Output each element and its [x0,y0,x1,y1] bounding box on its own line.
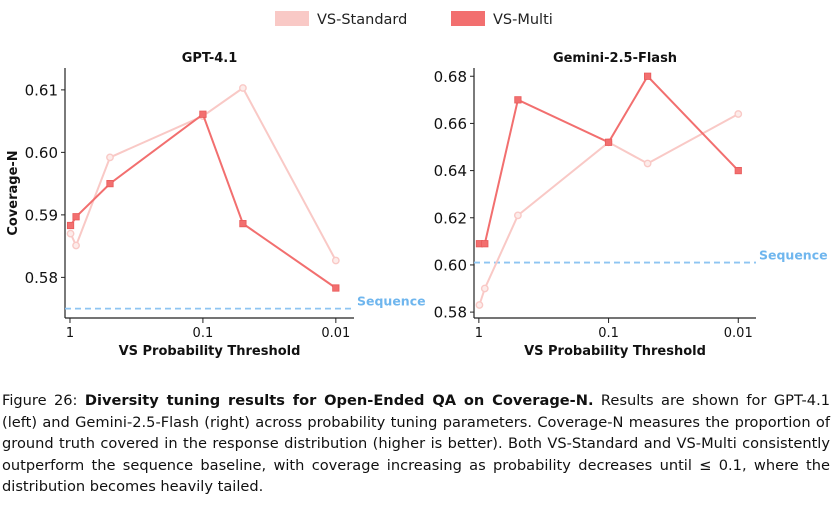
data-point-vs-multi [66,221,75,230]
data-point-vs-multi [734,166,742,175]
y-tick-label: 0.60 [25,144,58,162]
chart-gemini-2-5-flash: Gemini-2.5-Flash 0.58 0.60 0.62 0.64 0.66 0.68… [434,51,828,359]
figure: VS-Standard VS-Multi GPT-4.1 0.58 0.59 0.60… [6,11,828,359]
chart-title: Gemini-2.5-Flash [553,51,677,66]
data-point-vs-multi [199,110,207,118]
caption-threshold: ≤ 0.1 [699,456,742,474]
data-point-vs-standard [331,256,340,265]
y-tick-label: 0.58 [434,304,467,322]
data-point-vs-multi [72,213,80,221]
x-axis-label: VS Probability Threshold [524,344,706,359]
x-tick-label: 0.1 [598,326,619,341]
legend-label-vs-multi: VS-Multi [493,12,553,28]
y-tick-label: 0.68 [434,68,467,86]
data-point-vs-standard [475,301,484,309]
caption-figure-label: Figure 26: [2,392,78,409]
data-point-vs-multi [604,138,613,146]
caption-tail: , where the distribution becomes heavily… [2,456,830,496]
data-point-vs-standard [66,229,75,238]
x-tick-label: 1 [475,326,483,341]
data-point-vs-multi [514,96,522,104]
y-axis-label: Coverage-N [6,150,21,235]
data-point-vs-standard [514,211,522,220]
y-tick-label: 0.60 [434,256,467,274]
data-point-vs-standard [106,153,114,162]
series-line-vs-multi [69,112,337,289]
data-point-vs-multi [239,220,247,228]
data-point-vs-standard [72,241,80,250]
data-point-vs-standard [239,84,247,92]
legend-swatch-vs-multi [451,11,485,26]
data-point-vs-standard [734,110,743,118]
y-tick-label: 0.61 [25,81,58,99]
y-tick-label: 0.59 [25,206,58,224]
legend: VS-Standard VS-Multi [275,11,553,28]
baseline-label-sequence: Sequence [759,248,828,263]
data-point-vs-multi [106,180,114,188]
caption-title: Diversity tuning results for Open-Ended … [84,392,594,409]
chart-gpt-4-1: GPT-4.1 0.58 0.59 0.60 0.61 1 0.1 0.01 VS Probab… [6,51,426,359]
y-tick-label: 0.64 [434,162,467,180]
y-tick-label: 0.58 [25,269,58,287]
data-point-vs-standard [480,284,489,293]
chart-title: GPT-4.1 [182,51,238,66]
data-point-vs-standard [643,159,652,168]
y-tick-label: 0.62 [434,209,467,227]
baseline-label-sequence: Sequence [357,294,426,309]
caption-body: Results are shown for GPT-4.1 (left) and… [2,392,831,474]
legend-swatch-vs-standard [275,11,309,26]
x-tick-label: 0.01 [321,326,350,341]
data-point-vs-multi [332,284,340,292]
x-tick-label: 0.1 [193,326,214,341]
data-point-vs-multi [481,240,489,248]
data-point-vs-multi [644,72,652,80]
x-tick-label: 0.01 [724,326,753,341]
figure-caption: Figure 26: Diversity tuning results for … [2,390,830,498]
legend-label-vs-standard: VS-Standard [317,12,407,28]
x-tick-label: 1 [66,326,74,341]
y-tick-label: 0.66 [434,115,467,133]
x-axis-label: VS Probability Threshold [119,344,301,359]
